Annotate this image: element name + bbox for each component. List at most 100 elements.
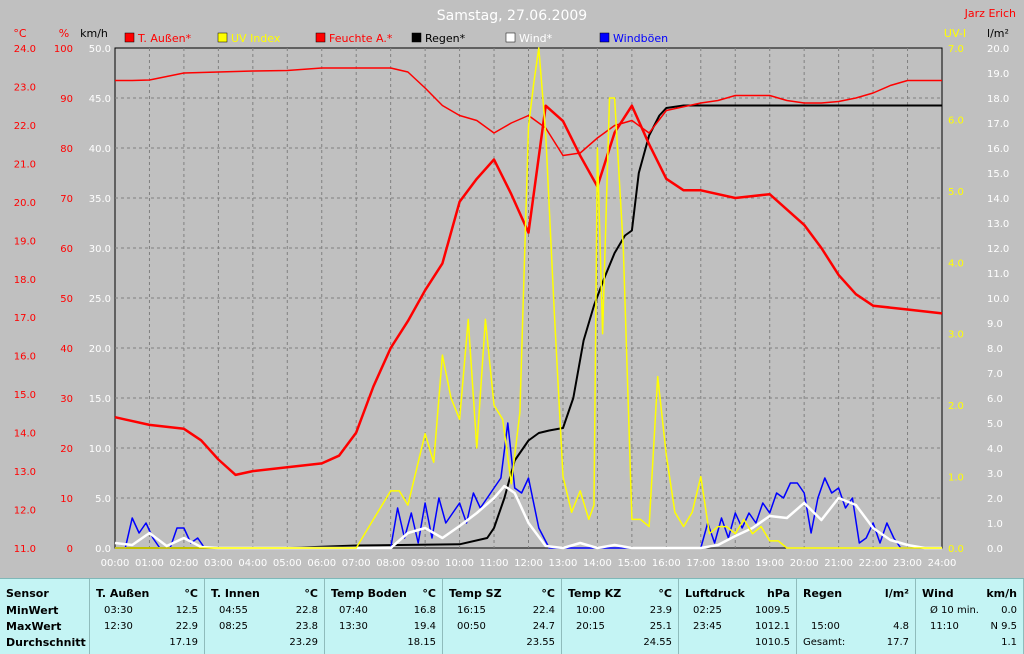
- legend-swatch: [411, 32, 422, 43]
- stats-unit: °C: [184, 587, 198, 600]
- legend-swatch: [124, 32, 135, 43]
- legend-label: Feuchte A.*: [329, 32, 393, 45]
- stats-avg-value: 17.19: [169, 637, 198, 648]
- humidity-tick-label: 50: [60, 294, 73, 305]
- stats-min-time: 02:25: [693, 605, 722, 616]
- stats-min-time: 03:30: [104, 605, 133, 616]
- x-tick-label: 02:00: [170, 558, 199, 569]
- x-tick-label: 22:00: [859, 558, 888, 569]
- stats-column-luftdruck: Luftdruck hPa 02:25 1009.5 23:45 1012.1 1010.5: [679, 579, 797, 654]
- temp-tick-label: 19.0: [14, 236, 36, 247]
- x-tick-label: 20:00: [790, 558, 819, 569]
- temp-tick-label: 14.0: [14, 429, 36, 440]
- legend-swatch: [599, 32, 610, 43]
- humidity-tick-label: 90: [60, 94, 73, 105]
- rain-tick-label: 4.0: [987, 444, 1003, 455]
- temp-tick-label: 20.0: [14, 198, 36, 209]
- stats-column-wind: Wind km/h Ø 10 min. 0.0 11:10 N 9.5 1.1: [916, 579, 1024, 654]
- temp-tick-label: 23.0: [14, 82, 36, 93]
- stats-min-time: 16:15: [457, 605, 486, 616]
- x-tick-label: 19:00: [755, 558, 784, 569]
- stats-header: T. Innen: [211, 587, 260, 600]
- x-tick-label: 01:00: [135, 558, 164, 569]
- rain-tick-label: 11.0: [987, 269, 1009, 280]
- series-line-0: [114, 104, 943, 477]
- stats-avg-value: 17.7: [886, 637, 909, 648]
- rain-tick-label: 0.0: [987, 544, 1003, 555]
- stats-max-time: 13:30: [339, 621, 368, 632]
- temp-tick-label: 24.0: [14, 44, 36, 55]
- rain-tick-label: 1.0: [987, 519, 1003, 530]
- stats-avg-label: Gesamt:: [803, 637, 846, 648]
- rain-tick-label: 17.0: [987, 119, 1009, 130]
- rain-tick-label: 7.0: [987, 369, 1003, 380]
- stats-unit: °C: [658, 587, 672, 600]
- stats-header: Temp SZ: [449, 587, 502, 600]
- x-tick-label: 24:00: [928, 558, 957, 569]
- rain-tick-label: 20.0: [987, 44, 1009, 55]
- legend-label: Regen*: [425, 32, 466, 45]
- stats-max-time: 20:15: [576, 621, 605, 632]
- stats-max-value: N 9.5: [990, 621, 1017, 632]
- stats-column-t-aussen: T. Außen °C 03:30 12.5 12:30 22.9 17.19: [90, 579, 205, 654]
- rain-axis-unit: l/m²: [987, 27, 1009, 40]
- rain-tick-label: 19.0: [987, 69, 1009, 80]
- stats-max-time: 12:30: [104, 621, 133, 632]
- humidity-tick-label: 30: [60, 394, 73, 405]
- x-tick-label: 21:00: [824, 558, 853, 569]
- stats-max-time: 11:10: [930, 621, 959, 632]
- author-label: Jarz Erich: [964, 7, 1016, 20]
- x-tick-label: 03:00: [204, 558, 233, 569]
- rain-tick-label: 14.0: [987, 194, 1009, 205]
- stats-max-value: 25.1: [649, 621, 672, 632]
- rain-tick-label: 3.0: [987, 469, 1003, 480]
- x-tick-label: 16:00: [652, 558, 681, 569]
- x-tick-label: 10:00: [445, 558, 474, 569]
- x-tick-label: 15:00: [617, 558, 646, 569]
- wind-tick-label: 40.0: [89, 144, 111, 155]
- stats-header: Temp Boden: [331, 587, 407, 600]
- series-line-1: [115, 67, 942, 157]
- stats-column-temp-sz: Temp SZ °C 16:15 22.4 00:50 24.7 23.55: [443, 579, 562, 654]
- x-tick-label: 11:00: [480, 558, 509, 569]
- rain-tick-label: 2.0: [987, 494, 1003, 505]
- x-tick-label: 07:00: [342, 558, 371, 569]
- series-line-5: [115, 422, 942, 549]
- stats-min-value: 12.5: [175, 605, 198, 616]
- temp-tick-label: 16.0: [14, 352, 36, 363]
- uv-tick-label: 0.0: [948, 544, 964, 555]
- uv-tick-label: 3.0: [948, 330, 964, 341]
- rain-tick-label: 6.0: [987, 394, 1003, 405]
- temp-tick-label: 17.0: [14, 313, 36, 324]
- wind-tick-label: 20.0: [89, 344, 111, 355]
- wind-tick-label: 50.0: [89, 44, 111, 55]
- rain-tick-label: 15.0: [987, 169, 1009, 180]
- temp-axis-unit: °C: [13, 27, 27, 40]
- temp-tick-label: 13.0: [14, 467, 36, 478]
- wind-tick-label: 30.0: [89, 244, 111, 255]
- stats-header: Luftdruck: [685, 587, 745, 600]
- uv-tick-label: 5.0: [948, 187, 964, 198]
- stats-unit: hPa: [766, 587, 790, 600]
- legend-label: Windböen: [613, 32, 668, 45]
- stats-header: T. Außen: [96, 587, 150, 600]
- x-tick-label: 23:00: [893, 558, 922, 569]
- legend: T. Außen* UV Index Feuchte A.* Regen* Wind* W…: [124, 32, 668, 45]
- stats-column-temp-kz: Temp KZ °C 10:00 23.9 20:15 25.1 24.55: [562, 579, 679, 654]
- legend-swatch: [217, 32, 228, 43]
- stats-max-value: 4.8: [893, 621, 909, 632]
- rain-tick-label: 8.0: [987, 344, 1003, 355]
- wind-tick-label: 15.0: [89, 394, 111, 405]
- humidity-tick-label: 40: [60, 344, 73, 355]
- stats-header: Wind: [922, 587, 954, 600]
- x-tick-label: 08:00: [376, 558, 405, 569]
- x-tick-label: 13:00: [549, 558, 578, 569]
- temp-tick-label: 11.0: [14, 544, 36, 555]
- axes: 00:00 01:00 02:00 03:00 04:00 05:00 06:00 07:00…: [14, 44, 1010, 569]
- rain-tick-label: 10.0: [987, 294, 1009, 305]
- wind-tick-label: 45.0: [89, 94, 111, 105]
- series-line-3: [115, 104, 942, 549]
- uv-axis-unit: UV-I: [944, 27, 966, 40]
- rain-tick-label: 13.0: [987, 219, 1009, 230]
- stats-avg-value: 23.29: [289, 637, 318, 648]
